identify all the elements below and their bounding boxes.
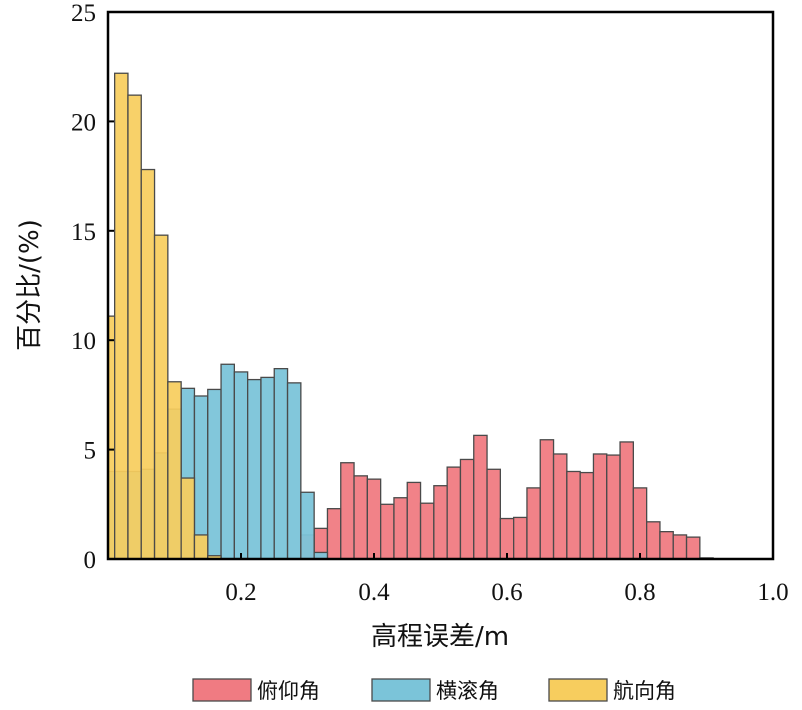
y-tick-label: 10 — [71, 328, 96, 355]
legend-label: 俯仰角 — [257, 679, 320, 703]
legend-label: 航向角 — [613, 679, 676, 703]
plot-frame — [106, 10, 775, 561]
legend: 俯仰角 横滚角 航向角 — [192, 678, 676, 703]
legend-swatch — [548, 678, 608, 702]
bar-pitch — [419, 502, 435, 559]
y-axis: 0 5 10 15 20 25 — [71, 0, 114, 574]
x-tick-label: 0.6 — [491, 579, 522, 606]
bar-pitch — [646, 521, 661, 559]
y-tick-label: 15 — [71, 219, 96, 246]
bar-yaw — [180, 477, 196, 559]
bar-roll — [220, 363, 236, 559]
legend-swatch — [192, 678, 252, 702]
bar-yaw — [193, 534, 209, 559]
legend-swatch — [371, 678, 431, 702]
x-tick-label: 1.0 — [757, 579, 788, 606]
bar-pitch — [592, 453, 608, 559]
bar-pitch — [552, 453, 568, 559]
bar-pitch — [672, 534, 688, 559]
bar-pitch — [566, 470, 581, 559]
y-axis-label: 百分比/(%) — [15, 219, 45, 351]
bar-pitch — [393, 497, 408, 559]
x-axis: 0.2 0.4 0.6 0.8 1.0 — [225, 553, 789, 606]
x-tick-label: 0.8 — [624, 579, 655, 606]
bar-pitch — [459, 458, 475, 559]
x-tick-label: 0.2 — [225, 579, 256, 606]
bar-pitch — [659, 531, 674, 559]
bar-yaw — [114, 72, 129, 559]
bars-layer — [108, 72, 714, 559]
bar-pitch — [685, 536, 701, 559]
bar-pitch — [473, 434, 488, 559]
bar-pitch — [340, 462, 355, 559]
bar-pitch — [379, 503, 395, 559]
bar-roll — [260, 376, 275, 559]
y-tick-label: 5 — [84, 438, 97, 465]
x-tick-label: 0.4 — [358, 579, 390, 606]
bar-pitch — [353, 475, 368, 559]
bar-yaw — [167, 381, 182, 559]
bar-pitch — [579, 471, 595, 559]
bar-pitch — [632, 487, 648, 559]
bar-pitch — [446, 466, 462, 559]
bar-roll — [246, 378, 262, 559]
bar-pitch — [433, 485, 448, 559]
y-tick-label: 25 — [71, 0, 96, 27]
bar-roll — [207, 388, 222, 559]
bar-roll — [300, 491, 315, 559]
bar-pitch — [619, 441, 634, 559]
bar-pitch — [539, 439, 555, 559]
bar-pitch — [366, 478, 382, 559]
bar-pitch — [526, 487, 541, 559]
bar-yaw — [127, 94, 142, 559]
bar-pitch — [513, 516, 528, 559]
bar-roll — [233, 371, 249, 559]
y-tick-label: 0 — [84, 547, 97, 574]
bar-pitch — [486, 468, 501, 559]
legend-label: 横滚角 — [436, 679, 499, 703]
bar-yaw — [153, 234, 169, 559]
x-axis-label: 高程误差/m — [371, 622, 509, 652]
bar-pitch — [406, 481, 422, 559]
bar-roll — [286, 382, 302, 559]
bar-yaw — [207, 555, 222, 559]
bar-pitch — [499, 517, 515, 559]
bar-yaw — [140, 168, 156, 559]
bar-pitch — [326, 508, 342, 559]
bar-roll — [273, 367, 289, 559]
y-tick-label: 20 — [71, 109, 96, 136]
bar-pitch — [606, 454, 621, 559]
